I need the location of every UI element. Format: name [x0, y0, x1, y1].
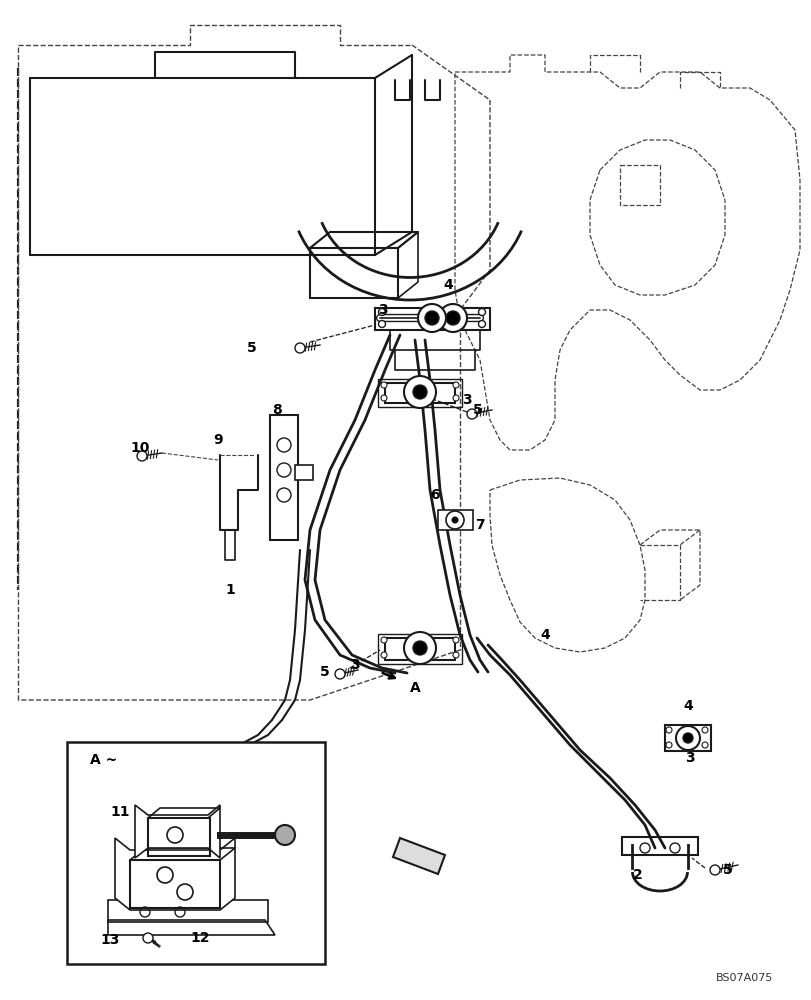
Text: 1: 1 [225, 583, 234, 597]
Circle shape [453, 652, 458, 658]
Polygon shape [108, 920, 275, 935]
Text: 12: 12 [190, 931, 209, 945]
Circle shape [413, 641, 427, 655]
Bar [310, 248, 397, 298]
Text: 4: 4 [682, 699, 692, 713]
Text: 3: 3 [350, 658, 359, 672]
Circle shape [676, 726, 699, 750]
Circle shape [665, 742, 672, 748]
Circle shape [380, 652, 387, 658]
Text: 5: 5 [247, 341, 256, 355]
Circle shape [445, 311, 460, 325]
Circle shape [453, 637, 458, 643]
Circle shape [380, 395, 387, 401]
Circle shape [478, 308, 485, 316]
Circle shape [418, 304, 445, 332]
Bar [378, 634, 461, 664]
Text: BS07A075: BS07A075 [714, 973, 772, 983]
Circle shape [452, 517, 457, 523]
Circle shape [702, 742, 707, 748]
Circle shape [378, 320, 385, 328]
Bar [378, 379, 461, 407]
Polygon shape [135, 805, 220, 858]
Text: 8: 8 [272, 403, 281, 417]
Text: 3: 3 [378, 303, 388, 317]
Circle shape [137, 451, 147, 461]
Text: 7: 7 [474, 518, 484, 532]
Text: 5: 5 [473, 403, 483, 417]
Polygon shape [393, 838, 444, 874]
Bar [130, 860, 220, 908]
Text: 4: 4 [443, 278, 453, 292]
Circle shape [404, 632, 436, 664]
Bar [384, 383, 454, 403]
Bar [437, 510, 473, 530]
Text: A: A [409, 681, 420, 695]
Bar [384, 638, 454, 660]
Circle shape [404, 376, 436, 408]
Text: 2: 2 [633, 868, 642, 882]
Bar [148, 818, 210, 856]
Bar [67, 742, 324, 964]
Circle shape [453, 382, 458, 388]
Circle shape [702, 727, 707, 733]
Bar [294, 465, 312, 480]
Bar [108, 900, 268, 922]
Text: A ~: A ~ [90, 753, 117, 767]
Bar [621, 837, 697, 855]
Text: 5: 5 [320, 665, 329, 679]
Circle shape [378, 308, 385, 316]
Bar [375, 308, 489, 330]
Circle shape [665, 727, 672, 733]
Circle shape [413, 385, 427, 399]
Text: 11: 11 [110, 805, 130, 819]
Text: 13: 13 [101, 933, 119, 947]
Circle shape [445, 511, 463, 529]
Text: 10: 10 [130, 441, 149, 455]
Text: 5: 5 [723, 863, 732, 877]
Circle shape [143, 933, 152, 943]
Circle shape [478, 320, 485, 328]
Circle shape [424, 311, 439, 325]
Bar [270, 415, 298, 540]
Circle shape [453, 395, 458, 401]
Circle shape [380, 382, 387, 388]
Circle shape [682, 733, 692, 743]
Text: 9: 9 [213, 433, 222, 447]
Text: 3: 3 [461, 393, 471, 407]
Circle shape [335, 669, 345, 679]
Polygon shape [115, 838, 234, 910]
Text: 3: 3 [684, 751, 694, 765]
Circle shape [466, 409, 476, 419]
Text: 4: 4 [539, 628, 549, 642]
Text: 6: 6 [430, 488, 440, 502]
Circle shape [294, 343, 305, 353]
Circle shape [709, 865, 719, 875]
Bar [664, 725, 710, 751]
Circle shape [439, 304, 466, 332]
Circle shape [380, 637, 387, 643]
Circle shape [275, 825, 294, 845]
